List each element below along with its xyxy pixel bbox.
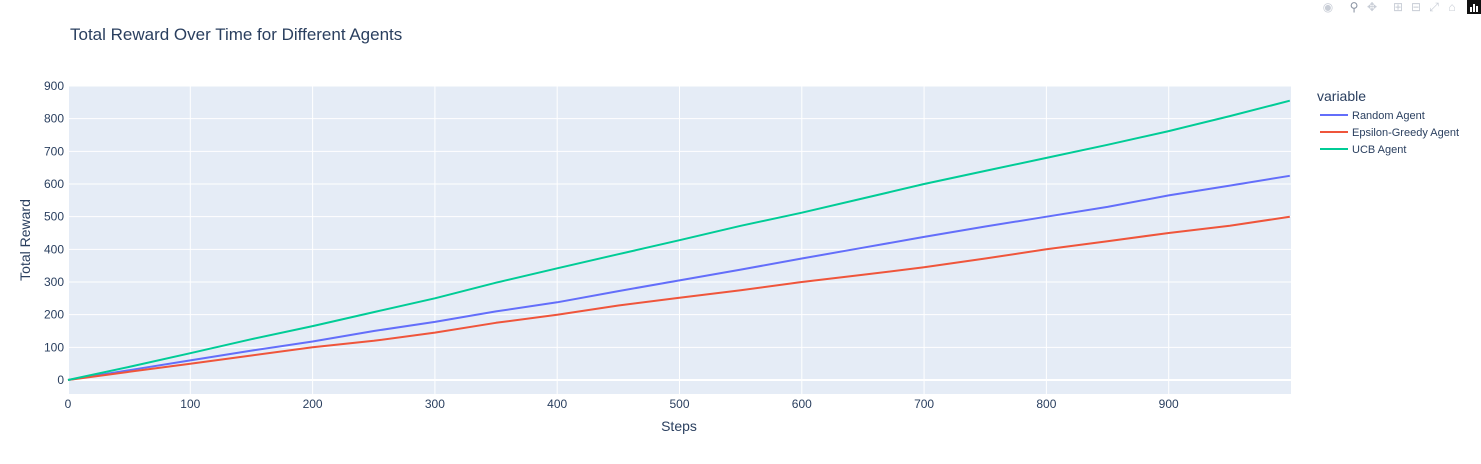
y-axis-title: Total Reward: [17, 199, 33, 281]
x-tick-label: 300: [425, 397, 445, 411]
zoom-icon[interactable]: ⚲: [1349, 0, 1359, 14]
home-icon[interactable]: ⌂: [1448, 0, 1456, 14]
grid: [67, 85, 1291, 394]
y-tick-label: 800: [44, 112, 64, 126]
autoscale-icon[interactable]: ⤢: [1429, 0, 1439, 14]
legend-item[interactable]: Epsilon-Greedy Agent: [1352, 127, 1459, 139]
y-tick-label: 300: [44, 275, 64, 289]
series-line-ucb-agent: [67, 99, 1291, 381]
x-tick-label: 100: [180, 397, 200, 411]
zoom-in-icon[interactable]: ⊞: [1392, 0, 1404, 14]
y-tick-labels: 0 100 200 300 400 500 600 700 800 900: [44, 79, 64, 387]
y-tick-label: 500: [44, 210, 64, 224]
modebar: ◉ ⚲ ✥ ⊞ ⊟ ⤢ ⌂: [1319, 0, 1481, 14]
x-tick-label: 900: [1159, 397, 1179, 411]
series-line-epsilon-greedy-agent: [67, 215, 1290, 381]
x-tick-label: 200: [303, 397, 323, 411]
y-tick-label: 200: [44, 308, 64, 322]
y-tick-label: 600: [44, 177, 64, 191]
zoom-out-icon[interactable]: ⊟: [1410, 0, 1422, 14]
series-lines: [67, 99, 1291, 381]
y-tick-label: 100: [44, 340, 64, 354]
series-line-random-agent: [67, 174, 1290, 381]
x-tick-label: 600: [792, 397, 812, 411]
legend-item[interactable]: Random Agent: [1352, 110, 1425, 122]
y-tick-label: 400: [44, 242, 64, 256]
x-tick-label: 500: [669, 397, 689, 411]
legend-title: variable: [1317, 88, 1366, 104]
plotly-logo-icon[interactable]: [1467, 0, 1481, 14]
y-tick-label: 900: [44, 79, 64, 93]
pan-icon[interactable]: ✥: [1366, 0, 1378, 14]
camera-icon[interactable]: ◉: [1322, 0, 1334, 14]
x-tick-label: 0: [65, 397, 72, 411]
legend: variable Random Agent Epsilon-Greedy Agen…: [1317, 88, 1459, 156]
x-tick-labels: 0 100 200 300 400 500 600 700 800 900: [65, 397, 1179, 411]
y-tick-label: 0: [57, 373, 64, 387]
x-axis-title: Steps: [661, 418, 697, 434]
legend-item[interactable]: UCB Agent: [1352, 144, 1406, 156]
x-tick-label: 700: [914, 397, 934, 411]
y-tick-label: 700: [44, 144, 64, 158]
x-tick-label: 800: [1036, 397, 1056, 411]
x-tick-label: 400: [547, 397, 567, 411]
chart-title: Total Reward Over Time for Different Age…: [70, 25, 402, 44]
